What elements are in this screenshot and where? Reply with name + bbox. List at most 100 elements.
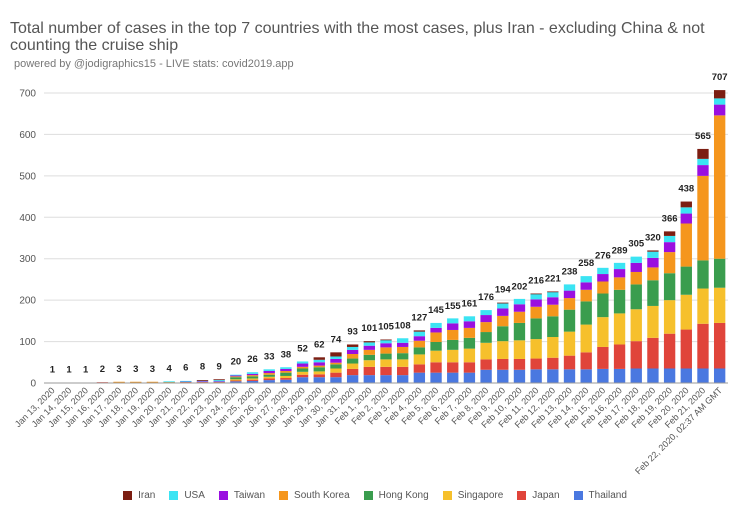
- bar-segment-japan: [330, 372, 342, 378]
- total-label: 1: [83, 365, 89, 376]
- bar-segment-south-korea: [580, 289, 592, 302]
- bar-segment-taiwan: [497, 308, 509, 316]
- bar-segment-singapore: [563, 331, 576, 356]
- total-label: 155: [445, 301, 462, 312]
- bar-segment-iran: [380, 339, 392, 341]
- bar-segment-taiwan: [463, 321, 476, 328]
- legend-item-japan: Japan: [517, 490, 560, 501]
- bar-segment-iran: [663, 231, 676, 236]
- bar-segment-usa: [697, 158, 709, 166]
- total-label: 707: [712, 72, 728, 83]
- total-label: 216: [528, 276, 544, 287]
- bar-segment-singapore: [597, 317, 609, 347]
- legend-swatch: [169, 491, 179, 500]
- total-label: 6: [183, 363, 188, 374]
- bar-segment-japan: [697, 323, 709, 369]
- bar-segment-hong-kong: [513, 322, 526, 341]
- bar-segment-thailand: [713, 368, 726, 383]
- bar-segment-taiwan: [563, 290, 576, 299]
- bar-segment-hong-kong: [263, 374, 275, 377]
- bar-segment-thailand: [296, 377, 309, 383]
- total-label: 289: [612, 245, 628, 256]
- bar-segment-thailand: [346, 375, 359, 383]
- bar-segment-thailand: [380, 375, 392, 383]
- bar-segment-taiwan: [313, 362, 325, 366]
- bar-segment-singapore: [480, 342, 492, 360]
- total-label: 2: [100, 364, 105, 375]
- bar-segment-usa: [380, 339, 392, 344]
- bar-segment-singapore: [513, 340, 526, 359]
- bar-segment-singapore: [346, 363, 359, 369]
- bar-segment-japan: [497, 358, 509, 370]
- total-label: 127: [411, 312, 427, 323]
- total-label: 4: [166, 363, 172, 374]
- bar-segment-usa: [196, 380, 209, 382]
- total-label: 26: [247, 354, 258, 365]
- total-label: 305: [628, 239, 645, 250]
- bar-segment-thailand: [663, 368, 676, 383]
- bar-segment-taiwan: [580, 282, 592, 290]
- legend-item-thailand: Thailand: [573, 490, 627, 501]
- bar-segment-japan: [430, 362, 442, 373]
- bar-segment-thailand: [246, 380, 259, 383]
- bar-segment-japan: [680, 329, 692, 369]
- bar-segment-iran: [330, 352, 342, 357]
- bar-segment-taiwan: [480, 315, 492, 323]
- total-label: 176: [478, 292, 494, 303]
- bar-segment-south-korea: [430, 332, 442, 342]
- bar-segment-usa: [213, 380, 225, 382]
- total-label: 366: [662, 213, 678, 224]
- total-label: 93: [347, 326, 358, 337]
- bar-segment-taiwan: [330, 358, 342, 363]
- bar-segment-taiwan: [547, 297, 559, 305]
- bar-segment-taiwan: [680, 213, 692, 224]
- bar-segment-japan: [713, 322, 726, 369]
- legend: Iran USA Taiwan South Korea Hong Kong Singapo…: [0, 490, 750, 501]
- bar-segment-usa: [613, 262, 626, 270]
- total-label: 3: [133, 364, 138, 375]
- total-label: 101: [361, 323, 378, 334]
- bar-segment-japan: [513, 358, 526, 370]
- bar-segment-hong-kong: [280, 372, 292, 376]
- bar-segment-singapore: [363, 360, 375, 367]
- bar-segment-thailand: [647, 368, 659, 383]
- bar-segment-singapore: [413, 354, 426, 365]
- bar-segment-hong-kong: [230, 377, 242, 380]
- total-label: 194: [495, 285, 512, 296]
- bar-segment-singapore: [580, 324, 592, 353]
- bar-segment-usa: [530, 293, 542, 300]
- bar-segment-iran: [213, 379, 225, 381]
- bar-segment-south-korea: [363, 349, 375, 355]
- bar-segment-taiwan: [697, 165, 709, 176]
- bar-segment-iran: [680, 201, 692, 208]
- bar-segment-japan: [296, 374, 309, 378]
- total-label: 161: [461, 298, 478, 309]
- bar-segment-south-korea: [713, 115, 726, 259]
- bar-segment-usa: [447, 318, 459, 324]
- bar-segment-iran: [363, 341, 375, 343]
- bar-segment-singapore: [296, 371, 309, 375]
- total-label: 9: [217, 361, 222, 372]
- bar-segment-japan: [263, 378, 275, 381]
- bar-segment-hong-kong: [580, 301, 592, 325]
- bar-segment-usa: [663, 235, 676, 243]
- bar-segment-south-korea: [246, 375, 259, 377]
- bar-segment-south-korea: [663, 252, 676, 274]
- bar-segment-usa: [263, 369, 275, 371]
- bar-segment-south-korea: [280, 370, 292, 373]
- total-label: 3: [150, 364, 155, 375]
- bar-segment-usa: [513, 298, 526, 305]
- bar-segment-singapore: [447, 349, 459, 363]
- bar-segment-south-korea: [647, 267, 659, 281]
- bar-segment-japan: [280, 378, 292, 380]
- legend-label: South Korea: [294, 490, 350, 501]
- bar-segment-hong-kong: [330, 364, 342, 369]
- bar-segment-thailand: [697, 368, 709, 383]
- bar-segment-hong-kong: [363, 354, 375, 361]
- bar-segment-south-korea: [530, 306, 542, 319]
- bar-segment-singapore: [530, 339, 542, 359]
- bar-segment-iran: [196, 380, 209, 381]
- total-label: 202: [512, 281, 528, 292]
- legend-label: Japan: [532, 490, 560, 501]
- bar-segment-taiwan: [180, 381, 192, 383]
